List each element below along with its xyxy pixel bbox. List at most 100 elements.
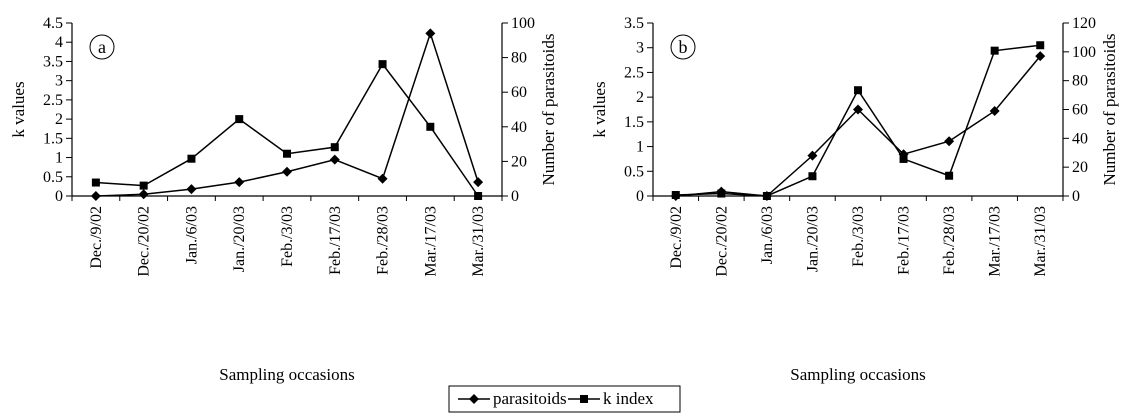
- y-axis-title: k values: [9, 81, 28, 137]
- left-tick-label: 1: [636, 139, 644, 156]
- chart-panel-a: 0 0.5 1 1.5 2 2.5 3 3.5 4 4.5 0 20 40 60 80 100 Dec./9/0…: [9, 15, 558, 384]
- x-tick-label: Feb./3/03: [279, 206, 296, 267]
- x-tick-label: Feb./17/03: [896, 206, 913, 275]
- data-point: [990, 46, 999, 55]
- data-point: [853, 104, 863, 115]
- data-point: [671, 191, 680, 200]
- series-parasitoids: [670, 51, 1046, 201]
- panel-label: b: [679, 37, 688, 57]
- x-tick-label: Mar./31/03: [1032, 206, 1049, 277]
- left-tick-label: 4.5: [43, 15, 63, 32]
- x-tick-label: Feb./28/03: [941, 206, 958, 275]
- x-tick-label: Jan./20/03: [804, 206, 821, 272]
- panel-label: a: [98, 37, 106, 57]
- right-tick-label: 100: [511, 15, 535, 32]
- data-point: [187, 154, 196, 163]
- left-tick-label: 1: [55, 150, 63, 167]
- data-point: [91, 178, 100, 187]
- data-point: [1036, 41, 1045, 50]
- data-point: [899, 154, 908, 163]
- data-point: [90, 191, 101, 201]
- legend-label: parasitoids: [493, 389, 567, 408]
- data-point: [854, 86, 862, 95]
- x-tick-label: Feb./17/03: [327, 206, 344, 275]
- left-tick-label: 2: [55, 111, 63, 128]
- x-tick-label: Jan./6/03: [759, 206, 776, 264]
- x-tick-label: Mar./17/03: [422, 206, 439, 277]
- chart-panel-b: 0 0.5 1 1.5 2 2.5 3 3.5 0 20 40 60 80 100 120 Dec./9/02…: [590, 15, 1119, 384]
- x-axis-title: Sampling occasions: [219, 365, 355, 384]
- series-k-index: [671, 41, 1045, 200]
- data-point: [138, 189, 149, 200]
- left-tick-label: 0.5: [624, 163, 644, 180]
- data-point: [282, 166, 292, 177]
- data-point: [762, 192, 771, 200]
- left-tick-label: 1.5: [624, 114, 644, 131]
- right-tick-label: 60: [1072, 102, 1088, 119]
- right-tick-label: 40: [511, 119, 527, 136]
- panel-label-circle: [89, 34, 115, 60]
- x-tick-label: Dec./20/02: [713, 206, 730, 277]
- right-tick-label: 80: [1072, 73, 1088, 90]
- series-line: [675, 44, 1041, 197]
- right-tick-label: 0: [511, 188, 519, 205]
- data-point: [717, 189, 726, 198]
- left-tick-label: 3: [55, 73, 63, 90]
- data-point: [330, 143, 339, 152]
- data-point: [473, 177, 484, 188]
- series-parasitoids: [90, 28, 484, 201]
- data-point: [426, 122, 435, 131]
- y2-axis-title: Number of parasitoids: [539, 33, 558, 185]
- right-tick-label: 120: [1072, 15, 1096, 32]
- data-point: [234, 177, 245, 188]
- x-tick-label: Mar./31/03: [470, 206, 487, 277]
- right-tick-label: 20: [511, 153, 527, 170]
- right-tick-label: 40: [1072, 130, 1088, 147]
- legend-marker: [469, 394, 479, 404]
- left-tick-label: 3.5: [624, 15, 644, 32]
- right-tick-label: 20: [1072, 159, 1088, 176]
- data-point: [944, 136, 955, 147]
- data-point: [989, 105, 1000, 116]
- left-tick-label: 0.5: [43, 169, 63, 186]
- left-tick-label: 0: [55, 188, 63, 205]
- x-tick-label: Dec./20/02: [136, 206, 153, 277]
- left-tick-label: 0: [636, 188, 644, 205]
- right-tick-label: 100: [1072, 44, 1096, 61]
- left-tick-label: 4: [55, 34, 63, 51]
- data-point: [474, 192, 483, 200]
- left-tick-label: 3: [636, 40, 644, 57]
- x-tick-label: Feb./3/03: [850, 206, 867, 267]
- data-point: [186, 184, 197, 195]
- data-point: [425, 28, 436, 39]
- x-tick-label: Jan./20/03: [231, 206, 248, 272]
- legend-marker: [580, 395, 588, 403]
- left-tick-label: 2.5: [43, 92, 63, 109]
- x-tick-label: Feb./28/03: [375, 206, 392, 275]
- data-point: [378, 60, 387, 69]
- left-tick-label: 2.5: [624, 64, 644, 81]
- series-k-index: [91, 60, 483, 200]
- right-tick-label: 0: [1072, 188, 1080, 205]
- data-point: [377, 173, 388, 184]
- left-tick-label: 2: [636, 89, 644, 106]
- legend: parasitoids k index: [448, 385, 681, 413]
- right-tick-label: 80: [511, 50, 527, 67]
- data-point: [283, 149, 291, 158]
- data-point: [808, 172, 817, 181]
- left-tick-label: 1.5: [43, 130, 63, 147]
- data-point: [807, 150, 818, 161]
- x-tick-label: Mar./17/03: [987, 206, 1004, 277]
- data-point: [235, 115, 244, 124]
- left-tick-label: 3.5: [43, 53, 63, 70]
- y-axis-title: k values: [590, 81, 609, 137]
- panel-label-circle: [670, 34, 696, 60]
- data-point: [329, 154, 340, 165]
- x-axis-title: Sampling occasions: [790, 365, 926, 384]
- data-point: [139, 181, 148, 190]
- x-tick-label: Dec./9/02: [88, 206, 105, 269]
- x-tick-label: Jan./6/03: [183, 206, 200, 264]
- y2-axis-title: Number of parasitoids: [1100, 33, 1119, 185]
- x-tick-label: Dec./9/02: [668, 206, 685, 269]
- right-tick-label: 60: [511, 84, 527, 101]
